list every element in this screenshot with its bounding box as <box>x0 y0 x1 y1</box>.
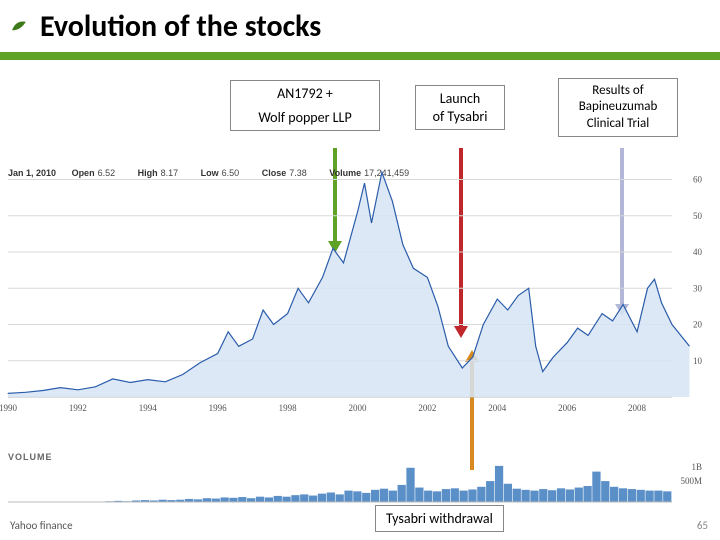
svg-text:10: 10 <box>693 356 703 366</box>
svg-text:2008: 2008 <box>628 403 647 413</box>
svg-text:20: 20 <box>693 320 703 330</box>
svg-text:1994: 1994 <box>139 403 158 413</box>
svg-text:2000: 2000 <box>348 403 367 413</box>
stock-chart: 10 20 30 40 50 60 1990 1992 1994 1996 1998 2000 2002… <box>0 165 710 445</box>
annot-line: Results of <box>567 83 669 99</box>
svg-text:60: 60 <box>693 175 703 185</box>
svg-text:1B: 1B <box>691 462 702 472</box>
annot-tysabri-withdrawal: Tysabri withdrawal <box>375 505 504 532</box>
green-strip <box>0 52 720 60</box>
svg-text:1996: 1996 <box>209 403 228 413</box>
annot-bapineuzumab: Results of Bapineuzumab Clinical Trial <box>558 78 678 137</box>
annot-line: Launch <box>424 90 496 108</box>
slide-title: Evolution of the stocks <box>40 8 321 45</box>
svg-text:2004: 2004 <box>488 403 507 413</box>
svg-text:1992: 1992 <box>69 403 87 413</box>
annot-line: Wolf popper LLP <box>239 109 371 127</box>
source-label: Yahoo finance <box>10 519 73 532</box>
title-bar: Evolution of the stocks <box>0 0 720 52</box>
svg-text:1998: 1998 <box>279 403 298 413</box>
annot-line: of Tysabri <box>424 108 496 126</box>
svg-text:2002: 2002 <box>418 403 436 413</box>
annot-line: Clinical Trial <box>567 116 669 132</box>
svg-text:40: 40 <box>693 247 703 257</box>
volume-chart: 1B 500M <box>0 460 710 508</box>
annot-line: Bapineuzumab <box>567 99 669 115</box>
svg-text:1990: 1990 <box>0 403 18 413</box>
annot-line: AN1792 + <box>239 85 371 103</box>
leaf-icon <box>10 20 28 32</box>
svg-text:2006: 2006 <box>558 403 577 413</box>
slide: Evolution of the stocks AN1792 + Wolf po… <box>0 0 720 540</box>
chart-svg: 10 20 30 40 50 60 1990 1992 1994 1996 1998 2000 2002… <box>0 165 710 445</box>
annot-tysabri-launch: Launch of Tysabri <box>415 85 505 130</box>
annot-an1792: AN1792 + Wolf popper LLP <box>230 80 380 131</box>
svg-text:50: 50 <box>693 211 703 221</box>
svg-text:30: 30 <box>693 283 703 293</box>
svg-text:500M: 500M <box>680 476 702 486</box>
page-number: 65 <box>697 519 708 532</box>
